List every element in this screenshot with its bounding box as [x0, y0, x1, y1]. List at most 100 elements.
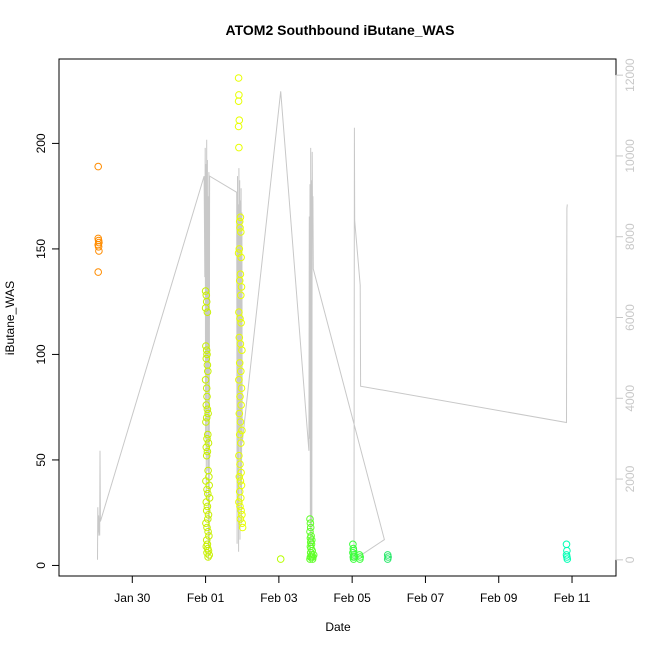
data-point: [235, 143, 243, 152]
data-point: [236, 392, 244, 401]
y2-tick-label: 6000: [623, 304, 637, 331]
axes-layer: Jan 30 Feb 01 Feb 03 Feb 05 Feb 07 Feb 09 Feb …: [34, 58, 637, 605]
data-point: [202, 506, 211, 515]
x-tick-label: Feb 09: [480, 591, 518, 605]
data-point: [237, 253, 245, 262]
data-point: [203, 447, 212, 456]
data-point: [204, 439, 213, 447]
data-point: [204, 553, 212, 561]
data-point: [204, 409, 212, 418]
y-axis-label: iButane_WAS: [3, 281, 17, 355]
data-point: [309, 551, 318, 559]
data-point: [237, 494, 245, 502]
data-point: [204, 367, 212, 376]
data-point: [235, 409, 244, 418]
y2-tick-label: 0: [623, 556, 637, 563]
data-point: [202, 401, 211, 409]
data-point: [236, 224, 244, 232]
data-point: [306, 515, 314, 523]
y2-tick-label: 2000: [623, 465, 637, 492]
y-tick-label: 150: [34, 239, 48, 259]
y-tick-label: 50: [34, 453, 48, 467]
data-point: [202, 384, 211, 393]
x-tick-label: Jan 30: [114, 591, 150, 605]
data-point: [306, 519, 315, 528]
data-point: [205, 481, 213, 490]
data-point: [234, 97, 243, 105]
data-point: [236, 515, 245, 523]
data-point: [238, 523, 247, 532]
data-point: [204, 430, 212, 439]
data-point: [237, 401, 245, 409]
data-point: [202, 498, 211, 506]
data-point: [204, 511, 213, 519]
data-point: [201, 287, 210, 295]
data-point: [238, 346, 246, 355]
y-tick-label: 100: [34, 344, 48, 364]
data-point: [235, 430, 244, 439]
data-point: [202, 413, 211, 422]
y2-tick-label: 8000: [623, 223, 637, 250]
data-point: [238, 511, 246, 519]
data-point: [202, 519, 210, 528]
data-point: [235, 359, 244, 367]
data-point: [306, 523, 315, 532]
data-point: [234, 74, 243, 82]
data-point: [236, 213, 245, 222]
y-tick-label: 0: [34, 562, 48, 569]
data-point: [236, 460, 244, 469]
secondary-series-line: [97, 91, 568, 561]
data-point: [235, 116, 244, 124]
scatter-points-layer: [94, 74, 572, 563]
data-point: [235, 245, 244, 253]
data-point: [235, 376, 243, 384]
data-point: [237, 367, 245, 376]
data-point: [203, 549, 211, 557]
data-point: [562, 540, 571, 549]
x-tick-label: Feb 11: [554, 591, 591, 605]
data-point: [237, 506, 245, 515]
data-point: [237, 283, 246, 291]
data-point: [201, 376, 210, 384]
data-point: [203, 405, 212, 414]
data-point: [203, 308, 212, 317]
data-point: [204, 515, 212, 523]
data-point: [94, 268, 102, 276]
data-point: [356, 555, 364, 563]
data-point: [235, 451, 243, 460]
data-point: [237, 468, 245, 477]
data-point: [235, 91, 243, 99]
data-point: [203, 523, 211, 532]
data-point: [94, 162, 102, 171]
data-point: [236, 502, 244, 511]
data-point: [202, 418, 210, 426]
data-point: [203, 502, 212, 511]
x-axis-label: Date: [325, 620, 351, 634]
data-point: [203, 392, 211, 401]
data-point: [204, 489, 212, 498]
chart-title: ATOM2 Southbound iButane_WAS: [226, 22, 455, 38]
data-point: [203, 350, 211, 359]
x-tick-label: Feb 05: [333, 591, 371, 605]
x-tick-label: Feb 01: [187, 591, 225, 605]
data-point: [203, 435, 211, 443]
data-point: [203, 485, 211, 494]
y2-tick-label: 10000: [623, 139, 637, 173]
y2-tick-label: 4000: [623, 385, 637, 412]
data-point: [205, 532, 213, 540]
data-point: [234, 122, 243, 131]
plot-frame: [58, 58, 617, 577]
data-point: [95, 247, 103, 255]
data-point: [237, 439, 245, 447]
data-point: [236, 477, 245, 485]
data-point: [237, 291, 245, 300]
data-point: [202, 342, 210, 350]
data-point: [202, 451, 211, 460]
data-point: [202, 346, 211, 355]
data-point: [204, 527, 212, 536]
x-tick-label: Feb 07: [407, 591, 445, 605]
y-tick-label: 200: [34, 133, 48, 153]
data-point: [237, 228, 245, 236]
data-point: [202, 443, 211, 452]
